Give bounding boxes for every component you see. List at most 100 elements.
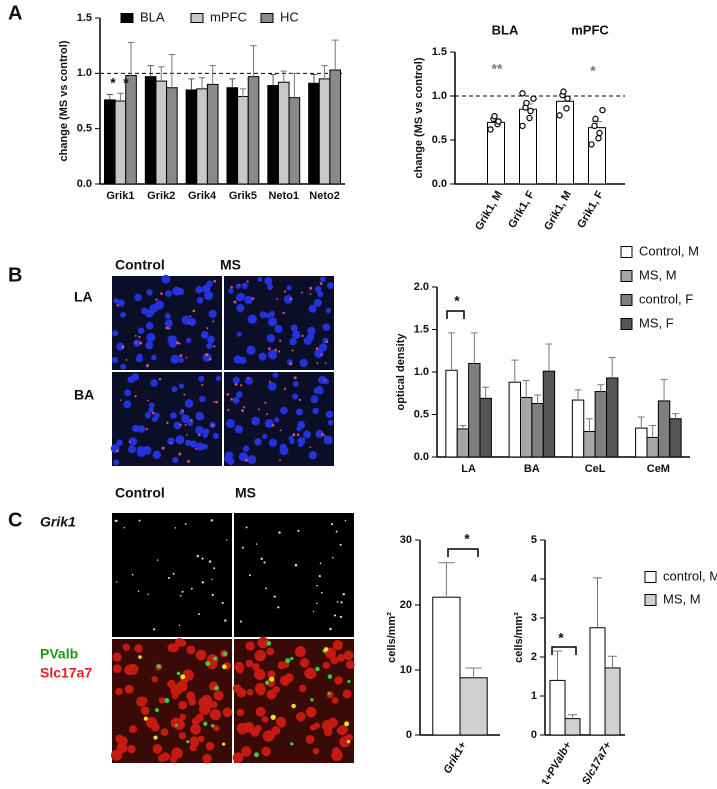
cell	[241, 746, 252, 757]
data-point	[491, 113, 498, 120]
cell	[120, 363, 127, 370]
cell	[181, 409, 184, 412]
error-bar	[229, 78, 236, 88]
cell	[289, 362, 293, 366]
y-tick-label: 1.5	[432, 46, 447, 58]
cell	[291, 703, 296, 709]
cell	[263, 561, 266, 564]
y-tick-label: 1.0	[77, 67, 92, 79]
cell	[211, 578, 213, 581]
cell	[121, 345, 125, 349]
cell	[293, 376, 297, 380]
cell	[336, 653, 346, 662]
cell	[195, 411, 205, 421]
cell	[145, 341, 154, 350]
cell	[340, 601, 343, 604]
cell	[138, 335, 141, 339]
bar	[594, 391, 608, 458]
y-tick-label: 3	[531, 612, 537, 624]
cell	[232, 396, 240, 404]
cell	[286, 285, 292, 291]
cell	[290, 656, 294, 661]
cell	[125, 358, 128, 361]
cell	[138, 519, 141, 522]
cell	[116, 439, 123, 446]
cell	[304, 669, 312, 678]
cell	[294, 563, 298, 567]
cell	[178, 357, 184, 363]
legend-label: Control, M	[639, 243, 699, 258]
cell	[176, 671, 181, 676]
x-tick-label: CeM	[647, 463, 670, 475]
cell	[176, 341, 179, 345]
cell	[198, 613, 200, 616]
cell	[206, 342, 213, 350]
cell	[222, 742, 226, 746]
cell	[323, 379, 326, 382]
cell	[158, 377, 162, 381]
cell	[151, 676, 158, 683]
bar	[519, 397, 533, 458]
cell	[167, 576, 170, 580]
cell	[283, 387, 287, 391]
significance: *	[454, 293, 460, 309]
bar	[329, 69, 342, 185]
cell	[298, 684, 307, 693]
cell	[266, 284, 274, 291]
cell	[210, 701, 218, 709]
cell	[295, 408, 304, 416]
cell	[117, 299, 125, 307]
cell	[254, 438, 262, 446]
error-bar	[522, 380, 530, 398]
legend-label: MS, F	[639, 315, 674, 330]
cell	[323, 647, 329, 652]
cell	[178, 342, 181, 345]
cell	[183, 393, 186, 396]
cell	[232, 376, 240, 384]
cell	[167, 437, 175, 445]
cell	[174, 723, 178, 727]
y-tick-label: 1.5	[414, 323, 429, 335]
y-tick-label: 0.5	[414, 408, 429, 420]
cell	[343, 650, 354, 661]
cell	[186, 740, 190, 744]
cell	[251, 416, 261, 426]
bracket	[551, 646, 577, 655]
error-bar	[127, 41, 135, 76]
cell	[251, 297, 255, 300]
cell	[181, 414, 190, 424]
y-tick-label: 0.5	[77, 123, 92, 135]
x-tick-label: Grik1	[106, 190, 134, 202]
cell	[213, 567, 216, 570]
cell	[203, 290, 214, 301]
cell	[137, 425, 146, 433]
cell	[245, 641, 255, 651]
cell	[265, 680, 270, 685]
error-bar	[553, 650, 562, 681]
cell	[205, 741, 215, 751]
cell	[213, 401, 215, 403]
cell	[333, 614, 337, 617]
row-label: Slc17a7	[40, 665, 92, 681]
bar	[456, 428, 470, 458]
cell	[236, 665, 244, 674]
cell	[241, 409, 244, 413]
cell	[146, 289, 153, 296]
cell	[271, 424, 275, 427]
cell	[303, 336, 312, 345]
significance: *	[590, 63, 596, 79]
x-tick-label: Grik1, F	[575, 189, 606, 231]
cell	[202, 432, 208, 439]
bar	[185, 89, 198, 185]
data-point	[530, 95, 537, 102]
cell	[262, 433, 268, 440]
cell	[178, 383, 185, 389]
data-point	[495, 118, 502, 125]
cell	[310, 698, 314, 702]
cell	[297, 529, 300, 532]
cell	[172, 572, 175, 575]
error-bar	[637, 416, 645, 429]
bracket	[446, 310, 465, 319]
cell	[180, 594, 182, 597]
cell	[317, 291, 324, 298]
